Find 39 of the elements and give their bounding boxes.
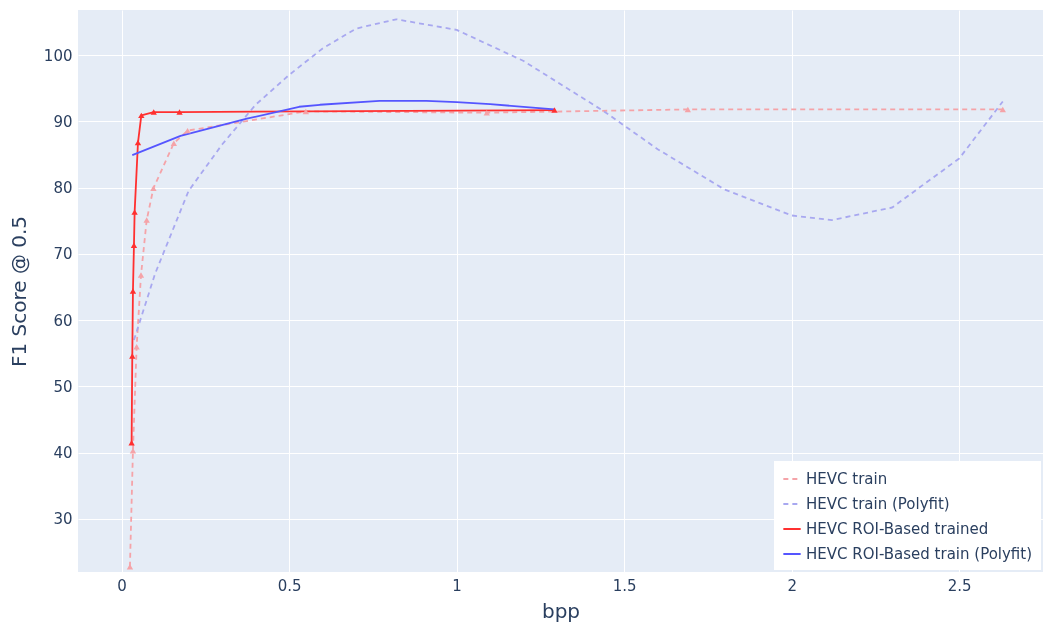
y-tick-label: 80 — [53, 179, 73, 198]
x-tick-label: 0 — [117, 576, 127, 595]
point — [131, 209, 138, 215]
x-tick-label: 1 — [452, 576, 462, 595]
point — [130, 242, 138, 249]
legend-label: HEVC ROI-Based trained — [806, 520, 989, 538]
line-series — [133, 18, 1004, 341]
y-axis-title: F1 Score @ 0.5 — [6, 215, 31, 368]
point — [302, 108, 310, 115]
x-tick-label: 1.5 — [612, 576, 637, 595]
point — [129, 288, 137, 294]
point — [138, 112, 145, 119]
point — [128, 440, 135, 446]
point — [150, 109, 157, 115]
legend-label: HEVC train (Polyfit) — [806, 495, 950, 513]
y-tick-label: 90 — [53, 112, 73, 131]
x-tick-label: 2.5 — [947, 576, 972, 595]
point — [137, 272, 145, 278]
x-axis-title: bpp — [541, 598, 581, 623]
legend-label: HEVC train — [806, 470, 888, 488]
y-tick-label: 40 — [53, 444, 73, 463]
y-tick-label: 50 — [53, 377, 73, 396]
point — [134, 139, 142, 146]
y-tick-label: 70 — [53, 245, 73, 264]
y-tick-label: 60 — [53, 311, 73, 330]
x-tick-label: 2 — [787, 576, 797, 595]
point — [684, 106, 691, 113]
legend-label: HEVC ROI-Based train (Polyfit) — [806, 545, 1033, 563]
point — [170, 140, 177, 146]
line-series — [131, 99, 556, 157]
point — [129, 353, 136, 359]
y-tick-label: 30 — [53, 510, 73, 529]
point — [143, 217, 150, 223]
point — [150, 185, 157, 192]
point — [999, 106, 1006, 113]
point — [551, 107, 558, 113]
point — [176, 109, 183, 115]
x-tick-label: 0.5 — [277, 576, 302, 595]
y-tick-label: 100 — [43, 46, 73, 65]
